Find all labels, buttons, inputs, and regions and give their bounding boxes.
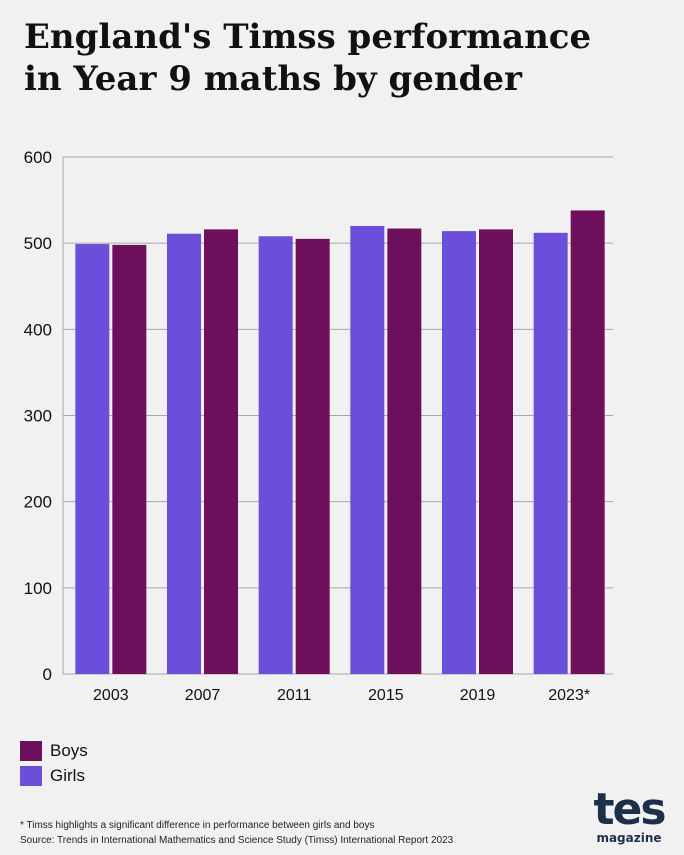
- bar-boys-2023: [570, 210, 605, 674]
- legend-label-boys: Boys: [50, 740, 88, 760]
- y-tick-label-300: 300: [24, 407, 52, 426]
- y-tick-label-600: 600: [24, 148, 52, 167]
- x-tick-label-2019: 2019: [460, 687, 496, 704]
- bars: [75, 210, 605, 675]
- y-tick-label-400: 400: [24, 320, 52, 339]
- x-tick-label-2003: 2003: [93, 687, 129, 704]
- y-axis: 0 100 200 300 400 500 600: [24, 148, 64, 684]
- y-tick-label-500: 500: [24, 234, 52, 253]
- y-tick-label-200: 200: [24, 493, 52, 512]
- bar-girls-2007: [167, 233, 201, 674]
- legend: Boys Girls: [20, 738, 88, 788]
- x-tick-label-2023: 2023*: [548, 687, 590, 704]
- bar-girls-2023: [533, 232, 568, 674]
- bar-girls-2019: [442, 231, 476, 674]
- bar-girls-2015: [350, 225, 385, 674]
- bar-boys-2003: [112, 244, 147, 674]
- x-tick-label-2015: 2015: [368, 687, 404, 704]
- logo-sub-text: magazine: [596, 831, 662, 845]
- chart-title: England's Timss performance in Year 9 ma…: [24, 16, 664, 100]
- bar-chart: 0 100 200 300 400 500 600 2003 2007 2011 2015 2019…: [24, 148, 613, 704]
- footnote-note: * Timss highlights a significant differe…: [20, 820, 375, 831]
- legend-item-girls: Girls: [20, 763, 88, 788]
- bar-girls-2003: [75, 244, 110, 675]
- legend-swatch-girls: [20, 765, 42, 786]
- bar-boys-2015: [387, 228, 422, 675]
- x-tick-label-2011: 2011: [277, 687, 312, 704]
- chart-title-line-1: England's Timss performance: [24, 17, 592, 57]
- legend-swatch-boys: [20, 740, 42, 761]
- footnote: * Timss highlights a significant differe…: [20, 818, 453, 848]
- x-axis: 2003 2007 2011 2015 2019 2023*: [93, 687, 590, 704]
- x-tick-label-2007: 2007: [185, 687, 221, 704]
- bar-girls-2011: [258, 236, 293, 675]
- bar-boys-2007: [204, 229, 238, 674]
- grid-lines: [63, 156, 613, 675]
- legend-label-girls: Girls: [50, 765, 85, 785]
- logo-main-text: tes: [593, 784, 666, 835]
- y-tick-label-0: 0: [43, 665, 52, 684]
- y-tick-label-100: 100: [24, 579, 52, 598]
- bar-boys-2019: [479, 229, 513, 674]
- chart-title-line-2: in Year 9 maths by gender: [24, 59, 522, 99]
- bar-boys-2011: [295, 238, 330, 674]
- tes-magazine-logo: tes magazine: [592, 784, 666, 845]
- footnote-source: Source: Trends in International Mathemat…: [20, 835, 454, 846]
- legend-item-boys: Boys: [20, 738, 88, 763]
